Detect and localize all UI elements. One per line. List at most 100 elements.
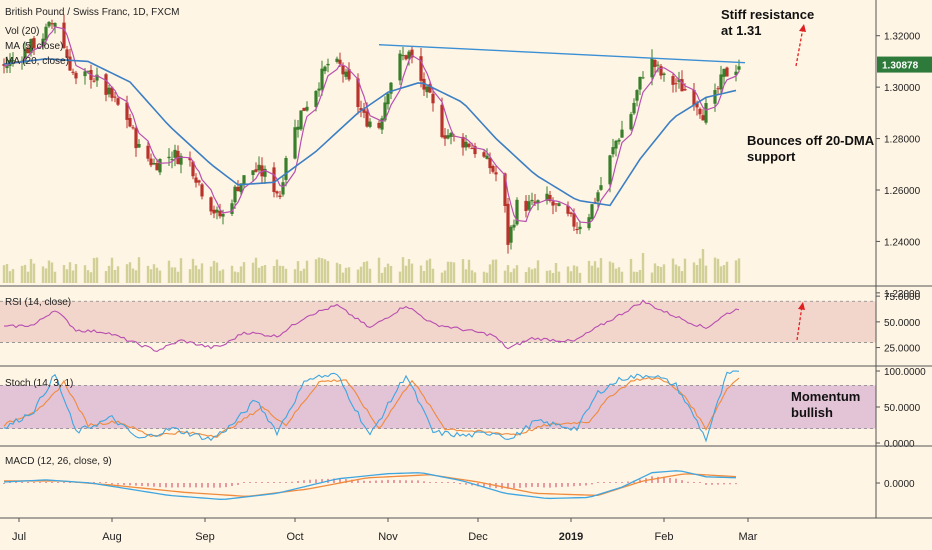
candle-down: [698, 107, 702, 119]
volume-bar: [653, 263, 657, 283]
volume-bar: [113, 269, 117, 283]
candle-down: [146, 141, 150, 162]
candle-up: [296, 120, 300, 138]
volume-bar: [167, 260, 171, 283]
candle-up: [41, 33, 45, 50]
candle-down: [674, 78, 678, 93]
candle-up: [107, 84, 111, 98]
volume-bar: [26, 271, 30, 283]
volume-bar: [467, 259, 471, 283]
stoch-panel[interactable]: 100.0000 50.0000 0.0000: [0, 367, 926, 450]
volume-bar: [158, 270, 162, 283]
volume-bar: [317, 257, 321, 283]
candle-up: [401, 46, 405, 61]
candle-body: [242, 175, 246, 185]
candle-body: [641, 77, 645, 79]
candle-body: [335, 58, 339, 62]
candle-body: [443, 135, 447, 139]
candle-up: [620, 120, 624, 138]
candle-up: [407, 49, 411, 66]
candle-up: [722, 68, 726, 86]
macd-line: [3, 470, 737, 500]
volume-bar: [95, 257, 99, 283]
candle-up: [335, 56, 339, 64]
x-tick-label: Aug: [102, 531, 122, 543]
volume-bar: [71, 270, 75, 283]
candle-down: [275, 190, 279, 198]
candle-down: [659, 64, 663, 80]
candle-body: [725, 67, 729, 77]
candle-down: [575, 222, 579, 234]
candle-body: [617, 139, 621, 142]
candle-body: [383, 102, 387, 121]
volume-bar: [611, 262, 615, 283]
volume-bar: [527, 267, 531, 283]
candle-up: [299, 110, 303, 131]
candle-body: [509, 226, 513, 243]
candle-up: [251, 170, 255, 183]
candle-body: [695, 102, 699, 108]
volume-bar: [725, 261, 729, 283]
candle-down: [92, 77, 96, 83]
candle-up: [386, 92, 390, 110]
candle-up: [47, 21, 51, 28]
macd-panel[interactable]: 0.0000: [3, 470, 915, 500]
candle-body: [338, 59, 342, 64]
candle-up: [446, 129, 450, 140]
volume-bar: [506, 265, 510, 283]
candle-down: [671, 73, 675, 93]
candle-body: [29, 38, 33, 54]
candle-body: [410, 49, 414, 58]
rsi-tick-label: 75.0000: [884, 292, 921, 303]
candle-body: [110, 87, 114, 98]
volume-bar: [446, 261, 450, 283]
candle-body: [347, 69, 351, 80]
candle-up: [158, 158, 162, 176]
volume-bar: [275, 259, 279, 283]
volume-bar: [491, 259, 495, 283]
volume-bar: [89, 272, 93, 283]
price-panel[interactable]: 1.32000 1.30000 1.28000 1.26000 1.24000 1.220…: [2, 14, 932, 300]
candle-down: [491, 164, 495, 174]
candle-down: [26, 45, 30, 54]
resistance-annotation-line2: at 1.31: [721, 23, 761, 38]
candle-body: [569, 212, 573, 214]
volume-bar: [656, 265, 660, 283]
candle-body: [263, 168, 267, 177]
candle-body: [131, 127, 135, 129]
volume-bar: [212, 260, 216, 283]
x-tick-label: Feb: [655, 531, 674, 543]
candle-body: [662, 73, 666, 76]
volume-bar: [272, 265, 276, 283]
rsi-panel[interactable]: 75.0000 50.0000 25.0000: [0, 292, 921, 355]
volume-bar: [503, 270, 507, 283]
candle-up: [650, 49, 654, 86]
candle-up: [5, 56, 9, 74]
candle-body: [401, 55, 405, 57]
candle-up: [170, 151, 174, 169]
volume-bar: [698, 258, 702, 283]
volume-bar: [146, 265, 150, 283]
volume-bar: [149, 269, 153, 283]
candle-body: [494, 172, 498, 175]
candle-body: [554, 203, 558, 205]
stoch-label: Stoch (14, 3, 1): [5, 378, 73, 389]
price-tick-label: 1.32000: [884, 32, 921, 43]
candle-body: [284, 158, 288, 180]
candle-body: [62, 22, 66, 48]
volume-bar: [74, 264, 78, 283]
candle-body: [533, 201, 537, 204]
candle-up: [152, 158, 156, 166]
volume-bar: [713, 257, 717, 283]
candle-body: [320, 68, 324, 90]
candle-body: [167, 156, 171, 159]
candle-body: [671, 76, 675, 85]
candle-up: [719, 65, 723, 95]
candle-body: [221, 213, 225, 217]
stoch-tick-label: 100.0000: [884, 367, 926, 378]
candle-body: [440, 104, 444, 138]
candle-up: [677, 71, 681, 89]
candle-down: [302, 107, 306, 112]
candle-body: [425, 86, 429, 93]
